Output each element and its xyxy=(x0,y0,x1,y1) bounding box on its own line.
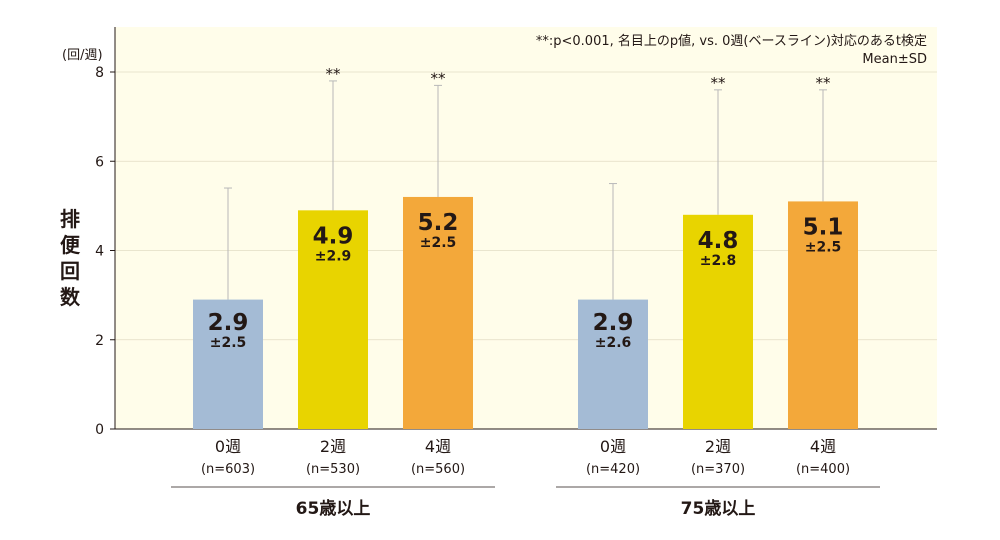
y-axis-label-char: 排 xyxy=(60,207,80,231)
significance-mark: ** xyxy=(816,74,832,92)
x-category-label: 0週 xyxy=(215,437,241,456)
group-label: 65歳以上 xyxy=(296,498,371,519)
y-tick-label: 0 xyxy=(95,422,104,438)
bar-sd-label: ±2.9 xyxy=(315,248,352,264)
x-category-label: 4週 xyxy=(810,437,836,456)
bar xyxy=(788,201,858,429)
bar-value-label: 2.9 xyxy=(593,310,634,336)
significance-mark: ** xyxy=(711,74,727,92)
x-sample-size-label: (n=603) xyxy=(201,462,255,477)
bar-value-label: 4.9 xyxy=(313,223,354,249)
annotation-note: **:p<0.001, 名目上のp値, vs. 0週(ベースライン)対応のあるt… xyxy=(536,33,927,69)
x-sample-size-label: (n=400) xyxy=(796,462,850,477)
bar-sd-label: ±2.8 xyxy=(700,253,737,269)
x-category-label: 0週 xyxy=(600,437,626,456)
y-axis-label: 排便回数 xyxy=(56,206,84,310)
bar-sd-label: ±2.5 xyxy=(210,335,247,351)
y-unit-label: (回/週) xyxy=(62,48,103,63)
significance-mark: ** xyxy=(326,65,342,83)
x-category-label: 2週 xyxy=(320,437,346,456)
significance-note: **:p<0.001, 名目上のp値, vs. 0週(ベースライン)対応のあるt… xyxy=(535,34,927,49)
bar xyxy=(298,210,368,429)
y-axis-label-char: 便 xyxy=(60,233,80,257)
bar xyxy=(578,299,648,429)
mean-sd-note: Mean±SD xyxy=(862,52,927,67)
bar-sd-label: ±2.5 xyxy=(420,235,457,251)
x-category-label: 2週 xyxy=(705,437,731,456)
bar-sd-label: ±2.6 xyxy=(595,335,632,351)
bar-sd-label: ±2.5 xyxy=(805,239,842,255)
y-axis-label-char: 回 xyxy=(60,259,80,283)
x-sample-size-label: (n=560) xyxy=(411,462,465,477)
bar-value-label: 2.9 xyxy=(208,310,249,336)
x-category-label: 4週 xyxy=(425,437,451,456)
bar-value-label: 5.2 xyxy=(418,210,459,236)
x-sample-size-label: (n=370) xyxy=(691,462,745,477)
bar-value-label: 4.8 xyxy=(698,228,739,254)
y-tick-label: 4 xyxy=(95,244,104,260)
y-axis-label-char: 数 xyxy=(60,285,80,309)
bar xyxy=(403,196,473,429)
bar xyxy=(193,299,263,429)
bar xyxy=(683,214,753,429)
y-tick-label: 2 xyxy=(95,333,104,349)
y-tick-label: 6 xyxy=(95,154,104,170)
significance-mark: ** xyxy=(431,69,447,87)
y-tick-label: 8 xyxy=(95,65,104,81)
bar-value-label: 5.1 xyxy=(803,214,844,240)
x-sample-size-label: (n=530) xyxy=(306,462,360,477)
x-sample-size-label: (n=420) xyxy=(586,462,640,477)
group-label: 75歳以上 xyxy=(681,498,756,519)
